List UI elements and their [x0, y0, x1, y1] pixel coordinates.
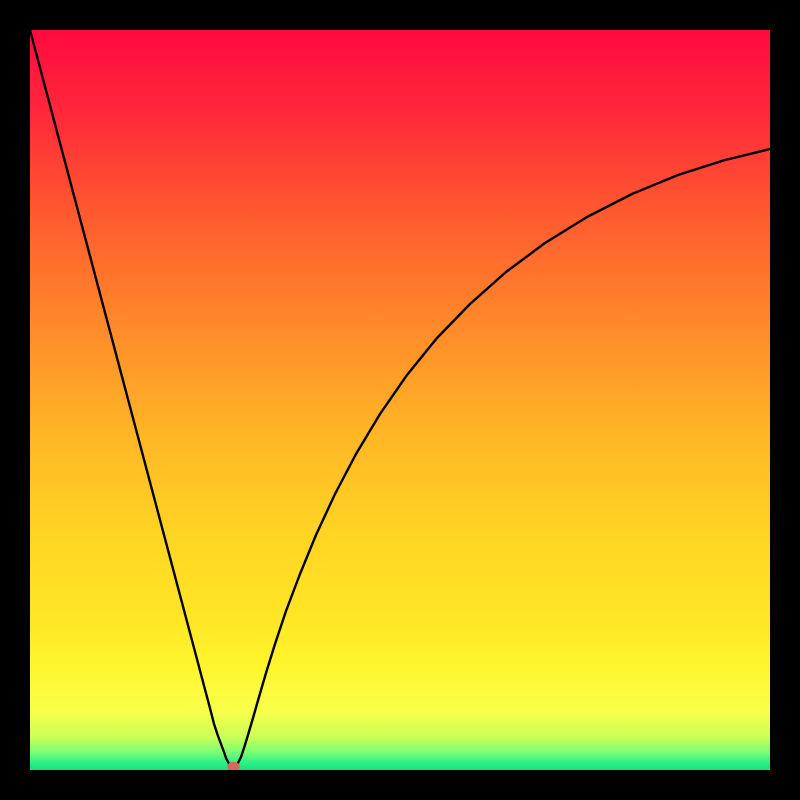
bottleneck-chart [0, 0, 800, 800]
chart-frame [0, 0, 30, 800]
plot-background [30, 30, 770, 770]
chart-frame [0, 0, 800, 30]
chart-frame [770, 0, 800, 800]
chart-frame [0, 770, 800, 800]
